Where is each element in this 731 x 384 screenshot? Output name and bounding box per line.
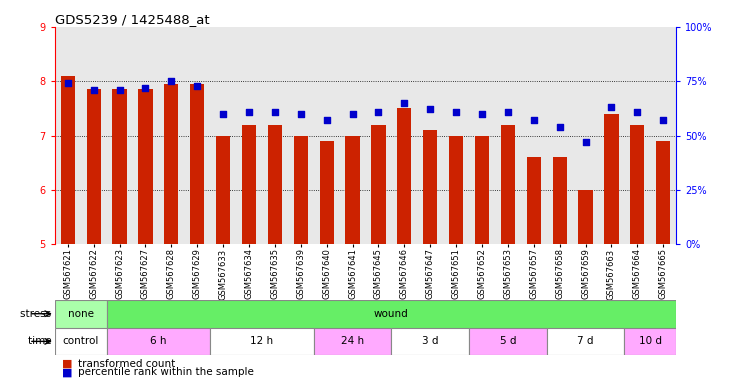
Text: 5 d: 5 d (500, 336, 516, 346)
Bar (314, 328, 391, 355)
Text: transformed count: transformed count (78, 359, 175, 369)
Text: 10 d: 10 d (639, 336, 662, 346)
Point (114, 87, 126, 93)
Bar (475, 136, 489, 244)
Point (321, 117, 333, 123)
Point (502, 109, 514, 115)
Bar (55, 300, 107, 328)
Point (217, 111, 229, 117)
Bar (211, 328, 314, 355)
Text: control: control (63, 336, 99, 346)
Text: ■: ■ (62, 367, 72, 377)
Text: none: none (68, 309, 94, 319)
Bar (656, 141, 670, 244)
Point (605, 104, 617, 110)
Bar (138, 89, 153, 244)
Point (373, 109, 385, 115)
Bar (55, 328, 107, 355)
Point (62, 80, 74, 86)
Bar (391, 328, 469, 355)
Text: wound: wound (374, 309, 409, 319)
Bar (547, 328, 624, 355)
Text: 24 h: 24 h (341, 336, 364, 346)
Bar (630, 125, 645, 244)
Bar (107, 328, 211, 355)
Text: GDS5239 / 1425488_at: GDS5239 / 1425488_at (55, 13, 210, 26)
Text: time: time (28, 336, 55, 346)
Text: 7 d: 7 d (577, 336, 594, 346)
Bar (449, 136, 463, 244)
Bar (86, 89, 101, 244)
Bar (268, 125, 282, 244)
Bar (605, 114, 618, 244)
Bar (501, 125, 515, 244)
Bar (190, 84, 205, 244)
Bar (61, 76, 75, 244)
Point (476, 111, 488, 117)
Text: 6 h: 6 h (150, 336, 167, 346)
Point (269, 109, 281, 115)
Point (528, 117, 539, 123)
Bar (469, 328, 547, 355)
Bar (319, 141, 334, 244)
Text: 12 h: 12 h (251, 336, 273, 346)
Bar (624, 328, 676, 355)
Bar (578, 190, 593, 244)
Point (346, 111, 358, 117)
Bar (294, 136, 308, 244)
Point (140, 84, 151, 91)
Point (554, 124, 566, 130)
Text: ■: ■ (62, 359, 72, 369)
Point (88, 87, 99, 93)
Text: 3 d: 3 d (422, 336, 439, 346)
Bar (242, 125, 256, 244)
Point (243, 109, 255, 115)
Point (398, 100, 410, 106)
Point (192, 83, 203, 89)
Bar (526, 157, 541, 244)
Point (450, 109, 462, 115)
Bar (423, 130, 437, 244)
Bar (371, 125, 385, 244)
Point (165, 78, 177, 84)
Point (425, 106, 436, 113)
Bar (216, 136, 230, 244)
Text: percentile rank within the sample: percentile rank within the sample (78, 367, 254, 377)
Bar (397, 108, 412, 244)
Point (657, 117, 669, 123)
Bar (346, 136, 360, 244)
Text: stress: stress (20, 309, 55, 319)
Bar (553, 157, 567, 244)
Point (580, 139, 591, 145)
Point (295, 111, 306, 117)
Bar (113, 89, 126, 244)
Point (632, 109, 643, 115)
Bar (164, 84, 178, 244)
